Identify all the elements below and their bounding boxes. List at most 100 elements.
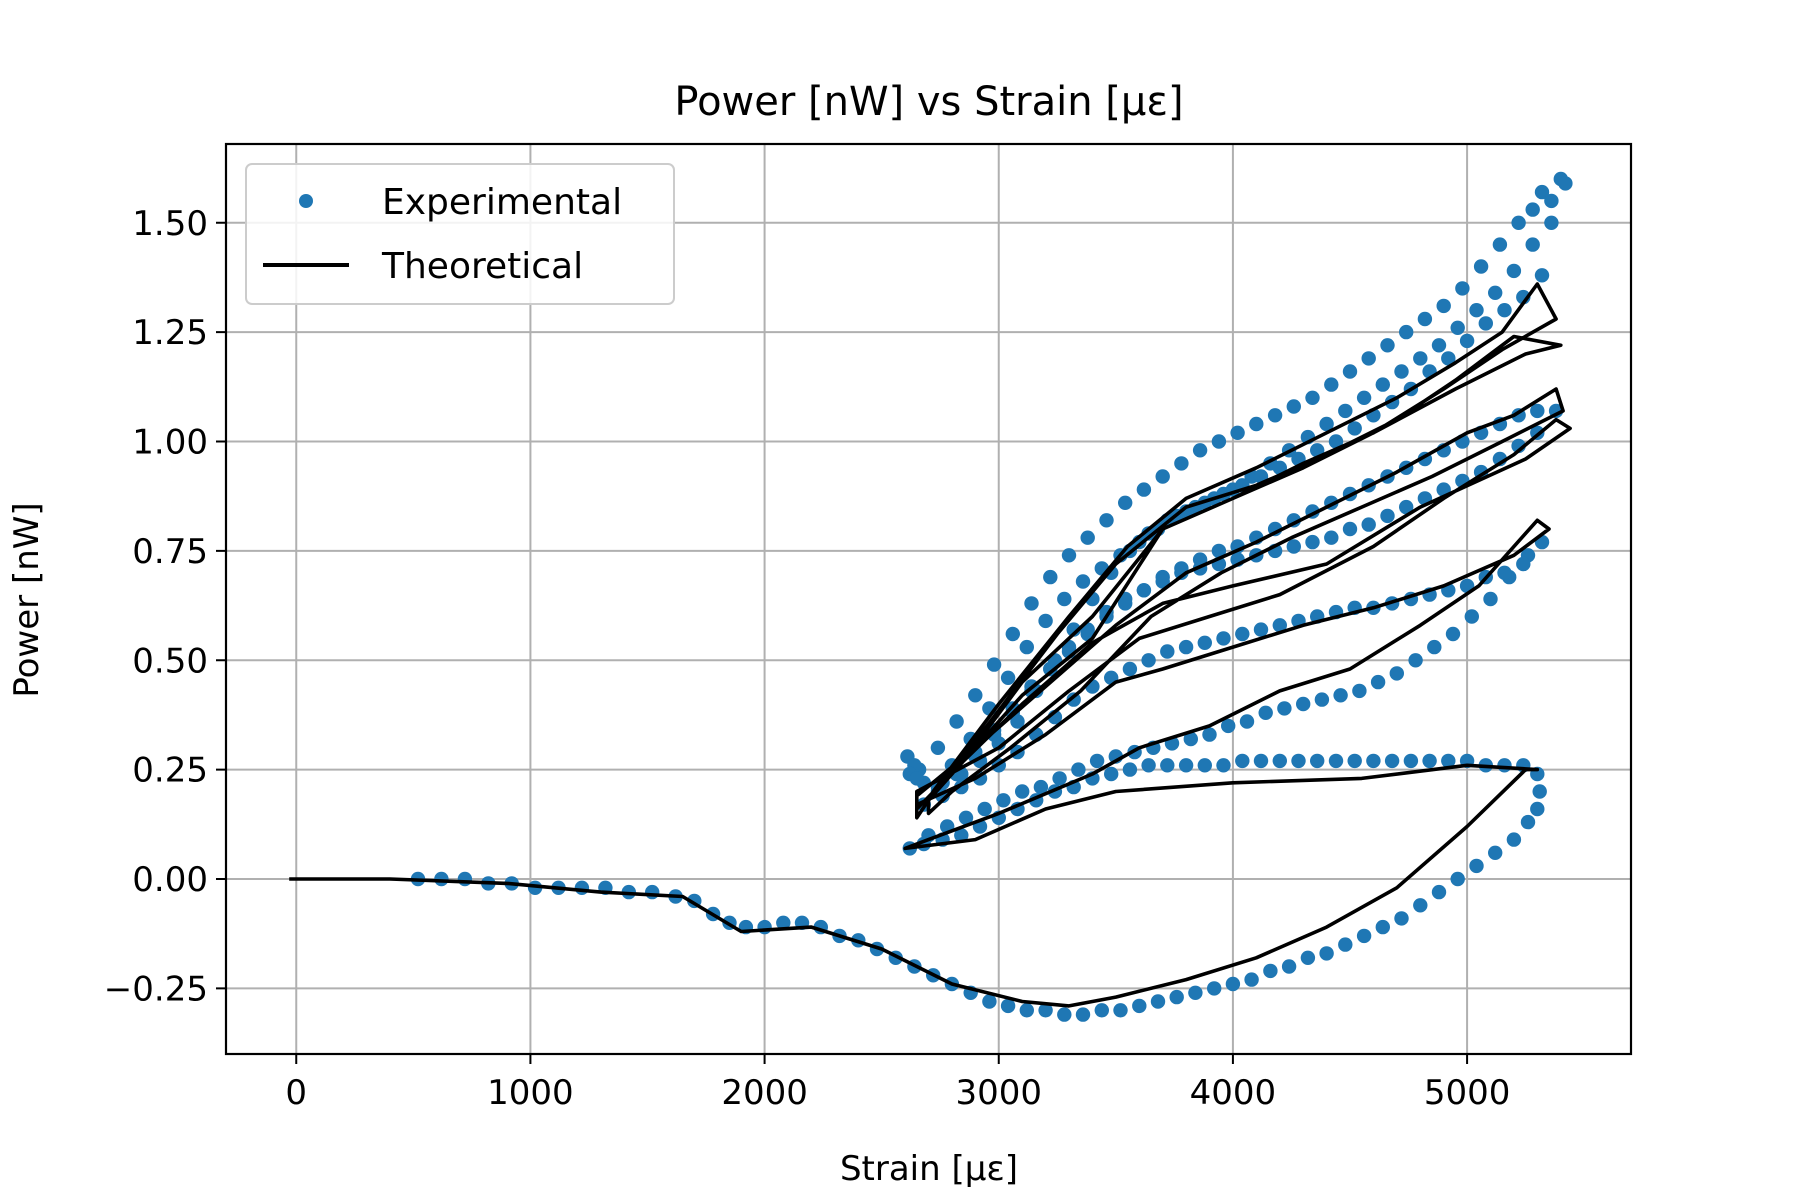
experimental-point: [1319, 946, 1334, 961]
experimental-point: [1005, 626, 1020, 642]
experimental-point: [1174, 456, 1189, 471]
experimental-point: [1347, 753, 1362, 769]
experimental-point: [1558, 176, 1573, 191]
experimental-point: [1497, 303, 1512, 318]
experimental-point: [1183, 731, 1199, 747]
experimental-point: [1066, 692, 1081, 707]
experimental-point: [1534, 268, 1550, 283]
plot-area: [289, 171, 1573, 1022]
experimental-point: [1038, 613, 1053, 629]
experimental-point: [1239, 714, 1255, 729]
experimental-point: [1324, 377, 1339, 392]
experimental-point: [1043, 569, 1058, 585]
experimental-point: [1141, 526, 1156, 541]
experimental-point: [1394, 911, 1409, 926]
experimental-point: [1099, 513, 1114, 528]
experimental-point: [1141, 653, 1156, 668]
experimental-point: [1525, 202, 1540, 217]
experimental-point: [1155, 469, 1170, 484]
legend-experimental-label: Experimental: [382, 182, 622, 223]
experimental-point: [909, 771, 924, 786]
experimental-point: [1380, 508, 1395, 524]
experimental-point: [1478, 316, 1494, 331]
experimental-point: [1216, 758, 1231, 773]
experimental-point: [1375, 919, 1391, 935]
experimental-point: [1319, 416, 1334, 432]
experimental-point: [930, 740, 946, 755]
experimental-point: [1197, 635, 1213, 650]
experimental-point: [1169, 989, 1184, 1005]
experimental-point: [1380, 338, 1395, 353]
experimental-point: [1530, 801, 1545, 817]
experimental-point: [1136, 583, 1152, 598]
experimental-point: [1520, 814, 1536, 830]
experimental-point: [1366, 753, 1381, 769]
experimental-point: [1197, 758, 1213, 773]
experimental-point: [1000, 670, 1016, 685]
experimental-point: [1230, 425, 1245, 440]
experimental-point: [1469, 303, 1484, 318]
experimental-point: [1094, 1003, 1110, 1018]
experimental-point: [1221, 718, 1236, 734]
experimental-point: [949, 714, 964, 729]
experimental-point: [1071, 762, 1086, 777]
chart-title: Power [nW] vs Strain [με]: [674, 79, 1183, 125]
experimental-point: [1057, 591, 1072, 607]
experimental-point: [996, 793, 1011, 808]
y-tick-label: −0.25: [104, 969, 208, 1009]
experimental-point: [1347, 421, 1362, 436]
experimental-point: [1370, 674, 1386, 690]
y-tick-label: 0.00: [132, 860, 208, 900]
experimental-point: [1122, 762, 1138, 777]
experimental-point: [1178, 758, 1194, 773]
x-tick-label: 3000: [955, 1073, 1042, 1113]
experimental-point: [968, 688, 983, 703]
experimental-point: [1441, 753, 1456, 769]
experimental-point: [1445, 626, 1461, 642]
experimental-point: [1338, 937, 1353, 952]
experimental-point: [1450, 320, 1465, 335]
x-tick-label: 0: [285, 1073, 307, 1113]
y-tick-label: 1.25: [132, 313, 208, 353]
experimental-point: [1375, 377, 1391, 392]
experimental-point: [1024, 596, 1039, 611]
experimental-point: [776, 915, 791, 930]
x-tick-label: 2000: [721, 1073, 808, 1113]
experimental-point: [1174, 565, 1189, 580]
experimental-point: [1314, 692, 1330, 707]
experimental-point: [1202, 727, 1217, 742]
experimental-point: [1534, 184, 1550, 200]
experimental-point: [1422, 753, 1437, 769]
experimental-point: [1342, 364, 1358, 379]
experimental-point: [1286, 399, 1302, 414]
y-tick-label: 0.50: [132, 641, 208, 681]
experimental-point: [1506, 832, 1522, 847]
theoretical-line: [289, 282, 1572, 1008]
experimental-point: [1328, 434, 1344, 449]
experimental-point: [1136, 482, 1152, 497]
experimental-point: [1132, 998, 1147, 1014]
experimental-point: [574, 880, 590, 895]
experimental-point: [1033, 779, 1049, 795]
experimental-point: [1459, 333, 1475, 349]
experimental-point: [1333, 688, 1348, 703]
experimental-point: [1389, 666, 1405, 681]
experimental-point: [1413, 898, 1428, 913]
experimental-point: [1211, 434, 1227, 449]
experimental-point: [1075, 574, 1091, 589]
experimental-point: [1080, 530, 1095, 545]
experimental-point: [1455, 281, 1470, 296]
experimental-point: [1464, 609, 1480, 624]
experimental-point: [1150, 994, 1166, 1009]
experimental-point: [1263, 963, 1278, 979]
experimental-point: [1516, 556, 1531, 572]
experimental-point: [1497, 565, 1512, 580]
experimental-point: [1000, 998, 1016, 1014]
experimental-point: [1052, 771, 1067, 786]
experimental-point: [1192, 443, 1208, 458]
experimental-point: [982, 994, 997, 1009]
experimental-point: [1352, 683, 1367, 699]
experimental-point: [1525, 237, 1540, 252]
experimental-point: [1530, 403, 1545, 419]
experimental-point: [1361, 517, 1376, 532]
